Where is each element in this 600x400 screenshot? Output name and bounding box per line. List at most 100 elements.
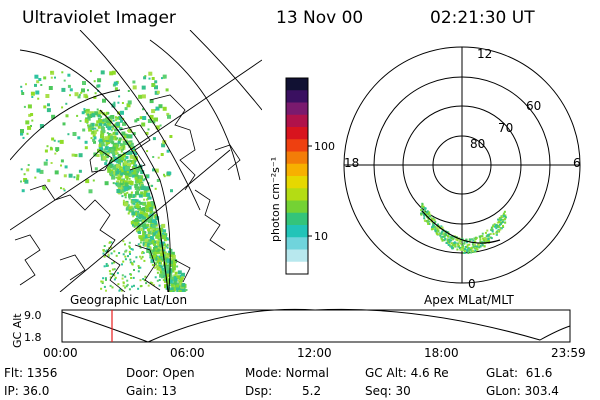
emission-pixel — [67, 73, 71, 77]
emission-pixel — [115, 122, 120, 127]
emission-pixel — [30, 91, 35, 96]
emission-pixel — [149, 215, 154, 219]
emission-pixel — [169, 249, 172, 252]
emission-pixel — [109, 171, 114, 175]
polar-emission-pixel — [490, 226, 493, 229]
polar-emission-pixel — [490, 237, 493, 240]
polar-emission-pixel — [498, 217, 501, 220]
emission-pixel — [145, 131, 149, 135]
emission-pixel — [126, 159, 130, 163]
emission-pixel — [78, 153, 83, 158]
emission-pixel — [130, 248, 133, 250]
polar-emission-pixel — [454, 245, 457, 248]
emission-pixel — [170, 189, 173, 193]
emission-pixel — [156, 279, 159, 282]
emission-pixel — [116, 272, 119, 275]
emission-pixel — [107, 168, 112, 173]
emission-pixel — [134, 186, 137, 189]
emission-pixel — [111, 159, 114, 162]
emission-pixel — [137, 219, 139, 222]
emission-pixel — [104, 277, 107, 280]
emission-pixel — [170, 254, 174, 258]
emission-pixel — [134, 167, 139, 172]
emission-pixel — [140, 191, 144, 195]
polar-emission-pixel — [442, 232, 445, 235]
polar-emission-pixel — [495, 227, 498, 230]
emission-pixel — [170, 263, 174, 267]
emission-pixel — [118, 95, 121, 98]
emission-pixel — [23, 105, 26, 108]
emission-pixel — [117, 153, 122, 158]
emission-pixel — [177, 279, 180, 282]
emission-pixel — [172, 259, 175, 262]
emission-pixel — [139, 244, 142, 247]
polar-emission-pixel — [498, 230, 501, 233]
emission-pixel — [98, 144, 102, 148]
emission-pixel — [124, 243, 126, 246]
polar-emission-pixel — [452, 237, 455, 240]
emission-pixel — [160, 258, 164, 262]
emission-pixel — [94, 167, 98, 171]
polar-emission-pixel — [482, 237, 485, 240]
emission-pixel — [137, 265, 140, 267]
polar-emission-pixel — [447, 231, 450, 234]
polar-emission-pixel — [501, 221, 504, 223]
dsp-value: 5.2 — [302, 384, 322, 398]
emission-pixel — [165, 273, 169, 278]
emission-pixel — [54, 152, 57, 155]
emission-pixel — [117, 183, 122, 188]
emission-pixel — [117, 101, 120, 104]
emission-pixel — [173, 281, 177, 285]
polar-emission-pixel — [501, 215, 504, 218]
emission-pixel — [112, 119, 115, 122]
emission-pixel — [83, 109, 87, 113]
emission-pixel — [69, 94, 71, 97]
emission-pixel — [152, 137, 156, 141]
emission-pixel — [142, 207, 147, 211]
polar-emission-pixel — [430, 220, 433, 223]
colorbar-gradient — [286, 78, 308, 275]
emission-pixel — [128, 206, 132, 210]
emission-pixel — [101, 138, 106, 143]
emission-pixel — [157, 231, 162, 236]
polar-emission-pixel — [460, 239, 463, 242]
emission-pixel — [88, 127, 93, 132]
emission-pixel — [91, 123, 95, 127]
emission-pixel — [119, 165, 122, 168]
polar-emission-pixel — [434, 230, 437, 233]
emission-pixel — [147, 228, 151, 232]
emission-pixel — [166, 149, 170, 153]
emission-pixel — [140, 257, 143, 260]
emission-pixel — [149, 254, 152, 256]
emission-pixel — [127, 212, 130, 215]
emission-pixel — [95, 123, 99, 127]
polar-emission-pixel — [440, 225, 443, 228]
polar-emission-pixel — [430, 217, 433, 220]
emission-pixel — [107, 135, 112, 140]
emission-pixel — [116, 158, 121, 163]
emission-pixel — [87, 115, 91, 119]
emission-pixel — [156, 271, 159, 274]
emission-pixel — [157, 237, 160, 240]
emission-pixel — [113, 274, 116, 277]
emission-pixel — [163, 229, 167, 233]
emission-pixel — [151, 259, 155, 263]
emission-pixel — [149, 205, 154, 210]
emission-pixel — [84, 146, 88, 150]
emission-pixel — [115, 254, 118, 257]
emission-pixel — [109, 272, 112, 275]
emission-pixel — [50, 162, 53, 164]
emission-pixel — [141, 185, 146, 190]
emission-pixel — [38, 78, 42, 81]
emission-pixel — [111, 103, 116, 108]
polar-emission-pixel — [450, 239, 453, 242]
emission-pixel — [118, 289, 121, 292]
polar-emission-pixel — [483, 239, 486, 242]
emission-pixel — [114, 119, 117, 122]
emission-pixel — [108, 120, 112, 124]
emission-pixel — [105, 159, 108, 162]
emission-pixel — [114, 144, 119, 149]
emission-pixel — [48, 86, 53, 90]
emission-pixel — [152, 117, 156, 121]
geographic-map — [10, 30, 262, 292]
